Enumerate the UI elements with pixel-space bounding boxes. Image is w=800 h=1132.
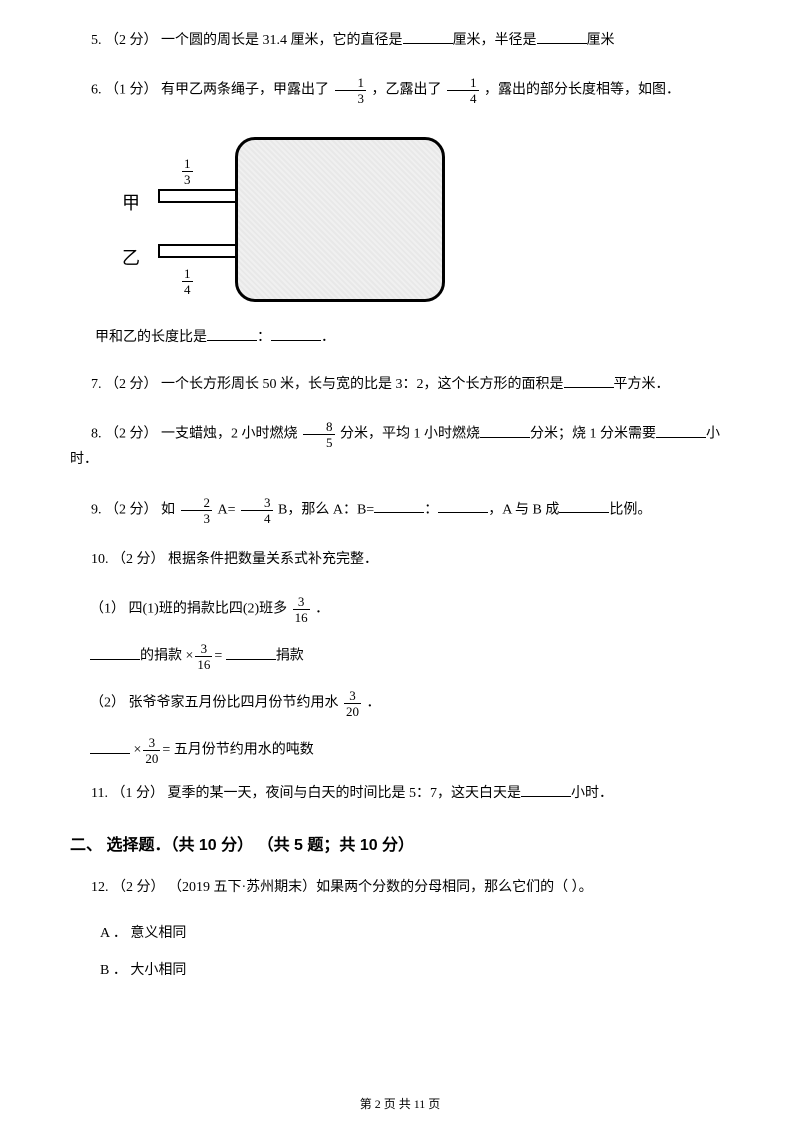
q9-text-before: 如: [161, 502, 175, 517]
q10-sub1-equation: 的捐款 ×316= 捐款: [90, 642, 730, 671]
question-5: 5. （2 分） 一个圆的周长是 31.4 厘米，它的直径是 厘米，半径是 厘米: [70, 30, 730, 52]
q6-text-mid1: ，乙露出了: [372, 83, 442, 98]
q6-diagram: 13 甲 乙 14: [100, 129, 460, 309]
q6-blank-2[interactable]: [271, 327, 321, 341]
q8-blank-2[interactable]: [656, 424, 706, 438]
question-8: 8. （2 分） 一支蜡烛，2 小时燃烧 85 分米，平均 1 小时燃烧 分米；烧…: [70, 420, 730, 471]
q9-fraction-1: 23: [181, 496, 213, 525]
q7-points: （2 分）: [105, 377, 158, 392]
q8-blank-1[interactable]: [480, 424, 530, 438]
q7-text-after: 平方米．: [614, 377, 670, 392]
q5-blank-2[interactable]: [537, 30, 587, 44]
q9-blank-2[interactable]: [438, 499, 488, 513]
q12-number: 12.: [91, 880, 109, 895]
q9-text-mid3: ，A 与 B 成: [488, 502, 559, 517]
q10-sub2: （2） 张爷爷家五月份比四月份节约用水 320 ．: [90, 689, 730, 718]
q8-points: （2 分）: [105, 427, 158, 442]
q5-number: 5.: [91, 33, 102, 48]
diagram-fraction-top: 13: [180, 157, 195, 186]
q5-text-after: 厘米: [587, 33, 615, 48]
diagram-prong-top: [158, 189, 238, 203]
q10-sub1-blank-1[interactable]: [90, 646, 140, 660]
q7-number: 7.: [91, 377, 102, 392]
q9-text-mid2: B，那么 A：B=: [278, 502, 374, 517]
diagram-plug-body: [235, 137, 445, 302]
q6-blank-1[interactable]: [207, 327, 257, 341]
q11-text-after: 小时．: [571, 786, 613, 801]
q11-blank-1[interactable]: [521, 783, 571, 797]
q9-text-after: 比例。: [609, 502, 651, 517]
q8-number: 8.: [91, 427, 102, 442]
q8-text-mid2: 分米；烧 1 分米需要: [530, 427, 656, 442]
q6-number: 6.: [91, 83, 102, 98]
question-6: 6. （1 分） 有甲乙两条绳子，甲露出了 13 ，乙露出了 14 ，露出的部分…: [70, 76, 730, 105]
q9-text-mid1: A=: [218, 502, 236, 517]
diagram-label-jia: 甲: [122, 189, 140, 218]
q9-points: （2 分）: [105, 502, 158, 517]
q10-sub1: （1） 四(1)班的捐款比四(2)班多 316 ．: [90, 595, 730, 624]
q5-text-before: 一个圆的周长是 31.4 厘米，它的直径是: [161, 33, 403, 48]
q6-text-after: ，露出的部分长度相等，如图．: [484, 83, 680, 98]
q8-text-mid1: 分米，平均 1 小时燃烧: [340, 427, 480, 442]
q5-text-mid: 厘米，半径是: [453, 33, 537, 48]
q10-sub2-equation: ×320= 五月份节约用水的吨数: [90, 736, 730, 765]
q7-text-before: 一个长方形周长 50 米，长与宽的比是 3：2，这个长方形的面积是: [161, 377, 564, 392]
q10-sub1-eq-fraction: 316: [195, 642, 212, 671]
q10-sub2-blank-1[interactable]: [90, 740, 130, 754]
diagram-fraction-bottom: 14: [180, 267, 195, 296]
q9-fraction-2: 34: [241, 496, 273, 525]
q12-choice-b[interactable]: B ． 大小相同: [100, 960, 730, 982]
question-9: 9. （2 分） 如 23 A= 34 B，那么 A：B=：，A 与 B 成比例…: [70, 496, 730, 525]
q10-sub2-fraction: 320: [344, 689, 361, 718]
q6-answer-line: 甲和乙的长度比是：．: [95, 327, 730, 349]
q12-text: 如果两个分数的分母相同，那么它们的（ ）。: [316, 880, 593, 895]
q8-fraction: 85: [303, 420, 335, 449]
q10-text: 根据条件把数量关系式补充完整．: [168, 552, 378, 567]
q11-number: 11.: [91, 786, 108, 801]
q10-sub1-fraction: 316: [293, 595, 310, 624]
q6-points: （1 分）: [105, 83, 158, 98]
q5-points: （2 分）: [105, 33, 158, 48]
q5-blank-1[interactable]: [403, 30, 453, 44]
q9-blank-3[interactable]: [559, 499, 609, 513]
q6-fraction-2: 14: [447, 76, 479, 105]
q6-fraction-1: 13: [335, 76, 367, 105]
q12-points: （2 分）: [112, 880, 165, 895]
q6-text-before: 有甲乙两条绳子，甲露出了: [161, 83, 329, 98]
q12-choice-a[interactable]: A ． 意义相同: [100, 923, 730, 945]
question-12: 12. （2 分） （2019 五下·苏州期末）如果两个分数的分母相同，那么它们…: [70, 877, 730, 899]
diagram-prong-bottom: [158, 244, 238, 258]
q12-source: （2019 五下·苏州期末）: [168, 880, 316, 895]
q10-points: （2 分）: [112, 552, 165, 567]
q11-points: （1 分）: [111, 786, 164, 801]
diagram-label-yi: 乙: [122, 244, 140, 273]
question-11: 11. （1 分） 夏季的某一天，夜间与白天的时间比是 5：7，这天白天是 小时．: [70, 783, 730, 805]
q10-sub2-eq-fraction: 320: [143, 736, 160, 765]
q8-text-before: 一支蜡烛，2 小时燃烧: [161, 427, 298, 442]
q10-sub1-blank-2[interactable]: [226, 646, 276, 660]
q7-blank-1[interactable]: [564, 374, 614, 388]
section-2-header: 二、 选择题．（共 10 分） （共 5 题；共 10 分）: [70, 833, 730, 859]
q11-text-before: 夏季的某一天，夜间与白天的时间比是 5：7，这天白天是: [167, 786, 521, 801]
q10-number: 10.: [91, 552, 109, 567]
q9-blank-1[interactable]: [374, 499, 424, 513]
question-7: 7. （2 分） 一个长方形周长 50 米，长与宽的比是 3：2，这个长方形的面…: [70, 374, 730, 396]
page-footer: 第 2 页 共 11 页: [0, 1095, 800, 1114]
q9-number: 9.: [91, 502, 102, 517]
question-10: 10. （2 分） 根据条件把数量关系式补充完整．: [70, 549, 730, 571]
